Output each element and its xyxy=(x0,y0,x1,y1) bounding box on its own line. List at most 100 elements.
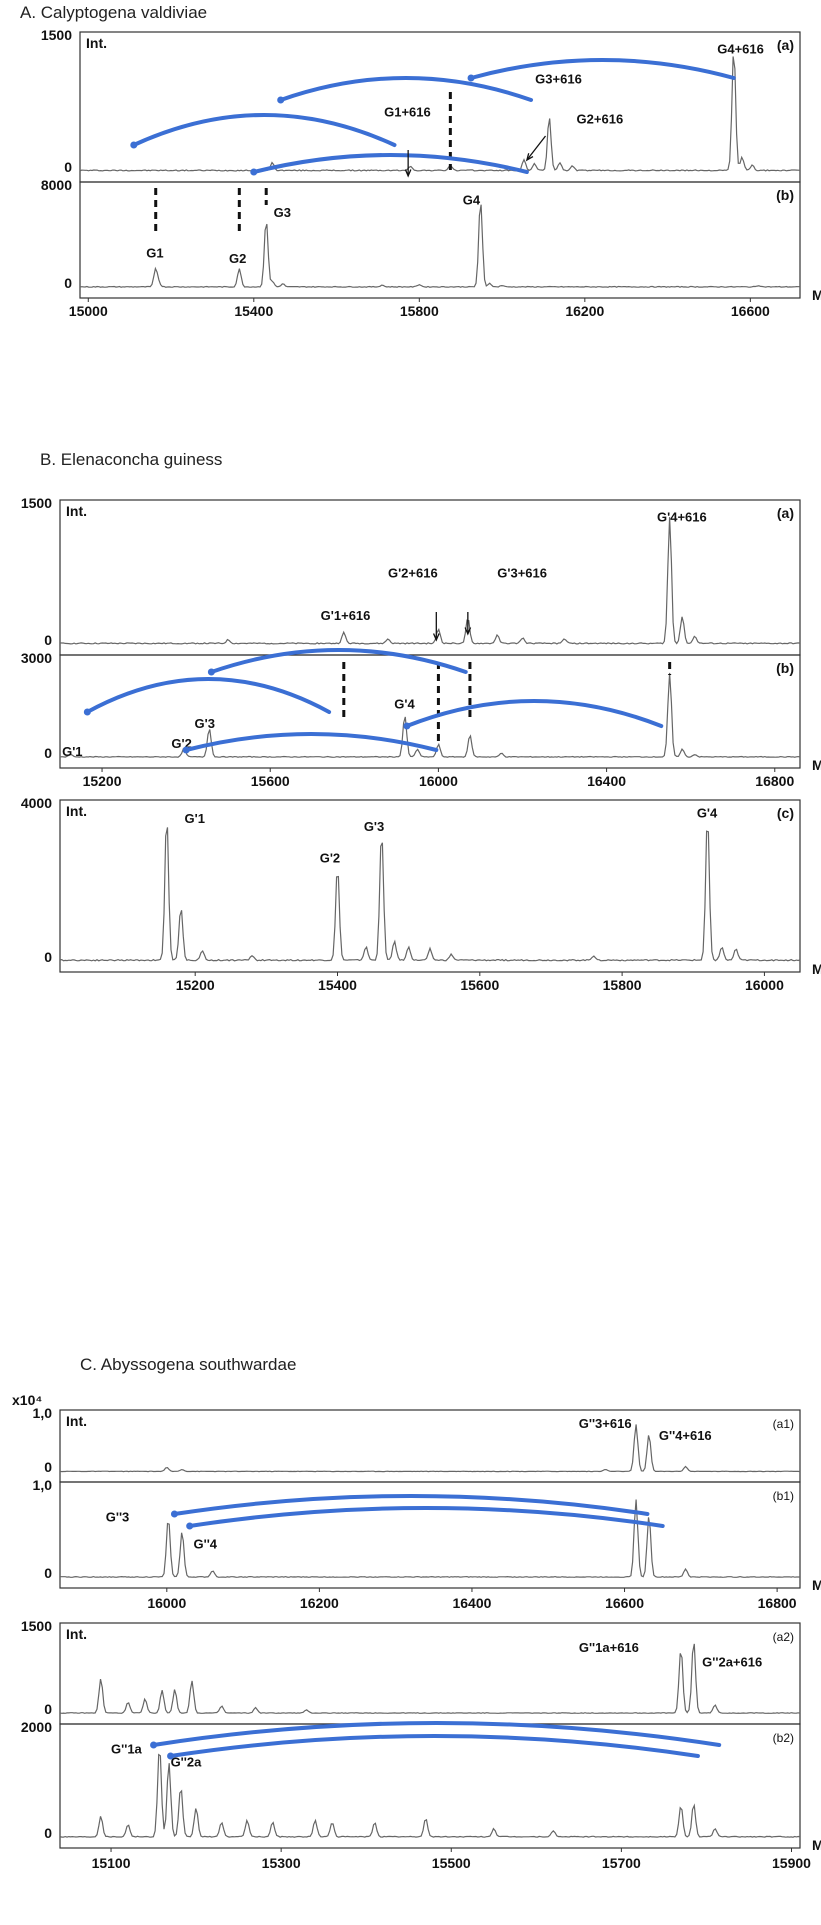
chart-B-panel-a-peak-label-3: G'4+616 xyxy=(657,510,707,525)
chart-A-panel-a-ytop: 1500 xyxy=(41,27,72,43)
a-arrow-g1-head xyxy=(404,169,412,178)
chart-B-c-panel-c-peak-label-2: G'3 xyxy=(364,819,384,834)
a-arc-g4-end xyxy=(467,74,475,82)
chart-A-xlabel: Mass xyxy=(812,287,821,303)
b-arrow-g2-head xyxy=(432,633,440,642)
chart-B-c-panel-c-label: (c) xyxy=(777,805,794,821)
chart-A-panel-a-peak-label-3: G4+616 xyxy=(717,41,764,56)
chart-C1-panel-b1-spectrum xyxy=(60,1499,800,1578)
chart-B-c-xtick-2: 15600 xyxy=(460,977,499,993)
b-arc-g3-end xyxy=(207,668,215,676)
chart-C1-panel-a1-ylabel: Int. xyxy=(66,1413,87,1429)
chart-C1-xtick-2: 16400 xyxy=(452,1595,491,1611)
chart-B-c-xtick-3: 15800 xyxy=(603,977,642,993)
chart-B-panel-b-frame xyxy=(59,654,801,769)
b-arc-g1-end xyxy=(83,708,91,716)
chart-A-panel-a-peak-label-2: G3+616 xyxy=(535,72,582,87)
chart-B-xtick-0: 15200 xyxy=(83,773,122,789)
section-title-b: B. Elenaconcha guiness xyxy=(40,450,222,469)
chart-C1-xtick-1: 16200 xyxy=(300,1595,339,1611)
chart-A-panel-b-ytop: 8000 xyxy=(41,177,72,193)
chart-C1-panel-b1-peak-label-0: G''3 xyxy=(106,1510,130,1525)
chart-C2-xtick-0: 15100 xyxy=(92,1855,131,1871)
b-arc-g3 xyxy=(209,648,468,674)
chart-C1-panel-a1-ytop: 1,0 xyxy=(33,1405,53,1421)
b-arc-g4 xyxy=(404,699,664,728)
a-arc-g2 xyxy=(251,153,529,174)
c1-arc-g4 xyxy=(187,1506,665,1528)
chart-B-panel-a-peak-label-2: G'3+616 xyxy=(497,566,547,581)
chart-A-panel-a-peak-label-0: G1+616 xyxy=(384,105,431,120)
b-arc-g2 xyxy=(184,732,439,752)
chart-B-c-panel-c-frame xyxy=(59,799,801,973)
chart-C1-xlabel: Mass xyxy=(812,1577,821,1593)
chart-A-panel-b-peak-label-2: G3 xyxy=(274,205,291,220)
y-multiplier-label: x10⁴ xyxy=(12,1392,42,1408)
chart-B-panel-b-yzero: 0 xyxy=(44,745,52,761)
b-arc-g1 xyxy=(85,677,332,714)
chart-C2-panel-b2-spectrum xyxy=(59,1753,801,1838)
chart-A-panel-a-frame xyxy=(79,31,801,183)
chart-C2-panel-a2-spectrum xyxy=(59,1643,801,1714)
chart-B-panel-a-ylabel: Int. xyxy=(66,503,87,519)
a-arc-g3 xyxy=(278,76,534,102)
chart-C2-panel-a2-peak-label-0: G''1a+616 xyxy=(579,1640,639,1655)
chart-C1-panel-a1-peak-label-1: G''4+616 xyxy=(659,1428,712,1443)
chart-A-xtick-2: 15800 xyxy=(400,303,439,319)
chart-B-c-panel-c-spectrum xyxy=(59,827,801,962)
chart-C2-panel-b2-ytop: 2000 xyxy=(21,1719,52,1735)
chart-B-c-xtick-4: 16000 xyxy=(745,977,784,993)
a-arc-g1-end xyxy=(130,141,138,149)
chart-C2-panel-a2-ytop: 1500 xyxy=(21,1618,52,1634)
chart-C2-panel-b2-peak-label-0: G''1a xyxy=(111,1742,143,1757)
chart-B-panel-b-peak-label-2: G'3 xyxy=(195,716,215,731)
chart-C1-xtick-3: 16600 xyxy=(605,1595,644,1611)
annotation-overlay xyxy=(83,58,736,1760)
chart-A-panel-b-frame xyxy=(79,181,801,299)
chart-B-xtick-3: 16400 xyxy=(587,773,626,789)
chart-C1-panel-b1-ytop: 1,0 xyxy=(33,1477,53,1493)
c1-arc-g3-end xyxy=(170,1510,178,1518)
chart-C1-panel-b1-peak-label-1: G''4 xyxy=(194,1536,218,1551)
chart-B-c-panel-c-yzero: 0 xyxy=(44,949,52,965)
chart-B-panel-a-peak-label-0: G'1+616 xyxy=(321,608,371,623)
chart-A-panel-b-peak-label-0: G1 xyxy=(146,245,163,260)
chart-B-xtick-2: 16000 xyxy=(419,773,458,789)
chart-A-xtick-1: 15400 xyxy=(234,303,273,319)
section-title-a: A. Calyptogena valdiviae xyxy=(20,3,207,22)
chart-C1-panel-a1-label: (a1) xyxy=(773,1417,794,1431)
chart-A-panel-a-spectrum xyxy=(79,56,801,172)
chart-A-panel-a-ylabel: Int. xyxy=(86,35,107,51)
chart-C1-panel-b1-frame xyxy=(59,1481,801,1589)
chart-B-xtick-1: 15600 xyxy=(251,773,290,789)
chart-B-c-xlabel: Mass xyxy=(812,961,821,977)
b-arrow-g3-head xyxy=(464,627,472,636)
c2-arc-g1a-end xyxy=(150,1741,158,1749)
chart-B-panel-a-label: (a) xyxy=(777,505,794,521)
chart-B-panel-a-ytop: 1500 xyxy=(21,495,52,511)
chart-A-xtick-0: 15000 xyxy=(69,303,108,319)
a-arc-g1 xyxy=(131,113,397,147)
chart-A-panel-a-yzero: 0 xyxy=(64,159,72,175)
chart-C2-xtick-4: 15900 xyxy=(772,1855,811,1871)
chart-B-c-xtick-0: 15200 xyxy=(176,977,215,993)
chart-B-c-panel-c-peak-label-0: G'1 xyxy=(185,811,205,826)
chart-C2-xtick-3: 15700 xyxy=(602,1855,641,1871)
chart-C2-panel-a2-label: (a2) xyxy=(773,1630,794,1644)
chart-A-panel-b-spectrum xyxy=(79,204,801,288)
section-title-c: C. Abyssogena southwardae xyxy=(80,1355,296,1374)
chart-B-panel-b-peak-label-3: G'4 xyxy=(394,696,415,711)
a-arc-g4 xyxy=(469,58,736,80)
chart-C2-panel-b2-yzero: 0 xyxy=(44,1825,52,1841)
chart-C1-panel-a1-spectrum xyxy=(59,1424,801,1473)
chart-A-panel-b-yzero: 0 xyxy=(64,275,72,291)
chart-C2-xtick-2: 15500 xyxy=(432,1855,471,1871)
chart-A-xtick-4: 16600 xyxy=(731,303,770,319)
b-arc-g2-end xyxy=(182,746,190,754)
chart-C1-panel-b1-label: (b1) xyxy=(773,1489,794,1503)
chart-A-panel-b-peak-label-3: G4 xyxy=(463,193,481,208)
chart-C1-panel-b1-yzero: 0 xyxy=(44,1565,52,1581)
c2-arc-g2a-end xyxy=(167,1752,175,1760)
